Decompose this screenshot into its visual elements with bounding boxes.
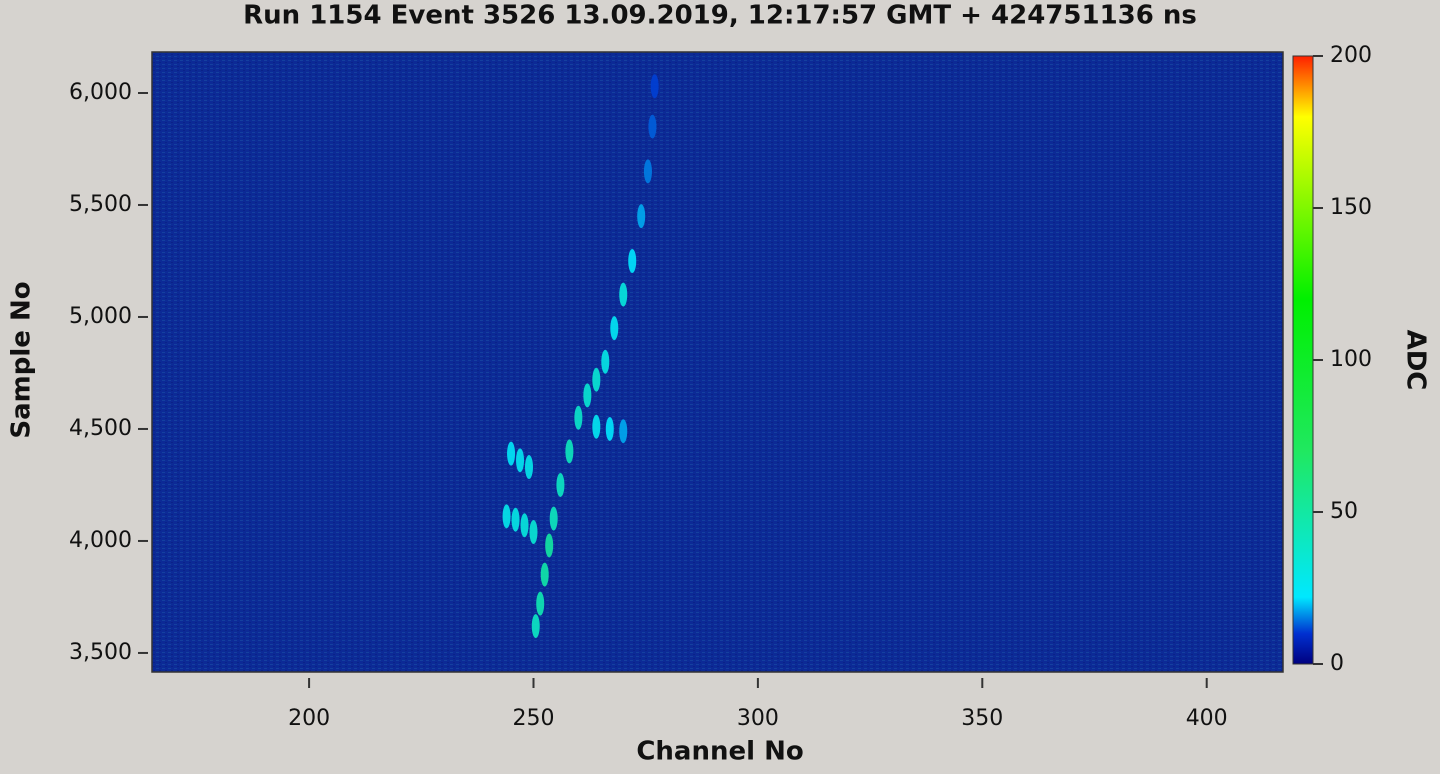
colorbar-tick-label: 200 [1330,43,1372,68]
plot-area [152,52,1283,672]
y-tick-label: 5,500 [69,192,132,217]
track-cell [650,74,659,99]
y-tick-label: 4,000 [69,528,132,553]
track-cell [531,614,540,639]
track-cell [643,159,652,184]
track-cell [502,504,511,529]
track-cell [592,367,601,392]
x-tick-label: 200 [288,706,330,731]
x-tick-label: 350 [961,706,1003,731]
x-tick-label: 300 [737,706,779,731]
track-cell [637,204,646,229]
track-cell [507,441,516,466]
y-axis-title: Sample No [7,281,37,438]
colorbar-tick-label: 150 [1330,195,1372,220]
colorbar-tick-label: 50 [1330,499,1358,524]
y-tick-label: 5,000 [69,304,132,329]
y-tick-label: 4,500 [69,416,132,441]
track-cell [511,507,520,532]
track-cell [520,513,529,538]
x-tick-label: 250 [512,706,554,731]
track-cell [549,506,558,531]
track-cell [583,383,592,408]
colorbar [1292,55,1314,665]
track-cell [545,533,554,558]
colorbar-tick-label: 100 [1330,347,1372,372]
chart-title: Run 1154 Event 3526 13.09.2019, 12:17:57… [243,1,1197,31]
track-cell [556,472,565,497]
track-cell [648,114,657,139]
track-cell [628,248,637,273]
y-tick-label: 6,000 [69,80,132,105]
track-cell [601,349,610,374]
track-cell [592,414,601,439]
track-cell [605,416,614,441]
track-cell [574,405,583,430]
track-cell [610,316,619,341]
track-cell [565,439,574,464]
track-cell [525,455,533,480]
x-tick-label: 400 [1186,706,1228,731]
colorbar-tick-label: 0 [1330,651,1344,676]
track-cell [619,419,628,444]
y-tick-label: 3,500 [69,640,132,665]
track-cell [529,520,538,545]
x-axis-title: Channel No [636,737,803,767]
track-cell [619,282,628,307]
track-cell [536,591,545,616]
track-cell [540,562,549,587]
plot-frame [151,51,1284,673]
colorbar-title: ADC [1401,330,1431,391]
track-cell [516,448,525,473]
